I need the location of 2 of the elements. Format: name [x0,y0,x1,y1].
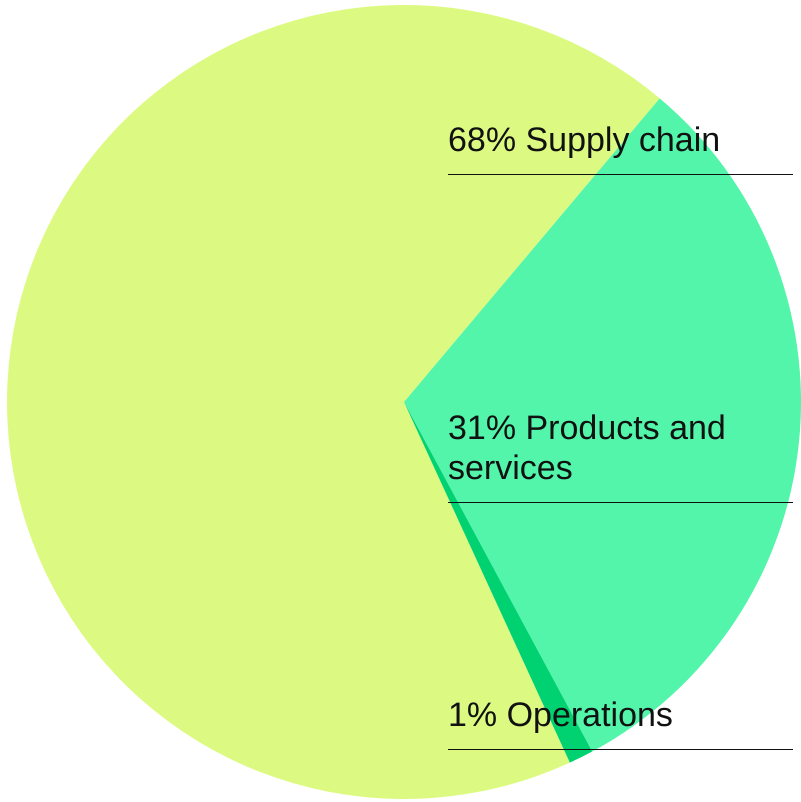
pie-slice [404,98,801,752]
slice-label: 31% Products and services [448,409,726,487]
